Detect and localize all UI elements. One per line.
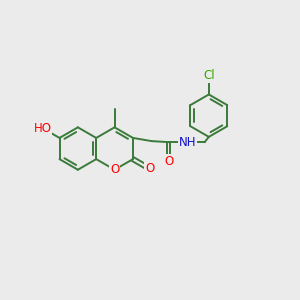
Text: O: O — [164, 155, 174, 168]
Text: HO: HO — [34, 122, 52, 135]
Text: N: N — [182, 135, 190, 148]
Text: O: O — [110, 163, 119, 176]
Text: O: O — [145, 162, 154, 176]
Text: NH: NH — [179, 136, 196, 149]
Text: H: H — [184, 137, 191, 147]
Text: Cl: Cl — [203, 69, 214, 82]
